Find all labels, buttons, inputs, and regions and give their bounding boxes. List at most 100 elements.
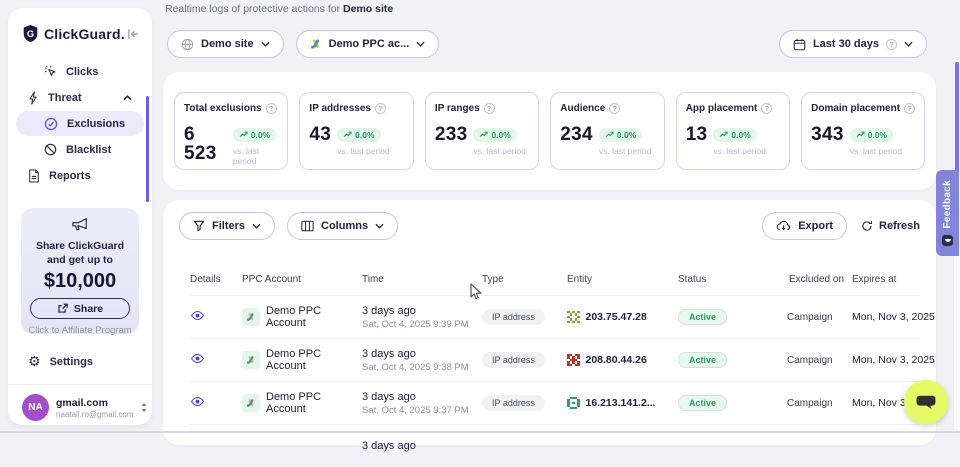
stat-card-audience: Audience? 234 0.0% vs. last period — [550, 92, 665, 170]
document-icon — [28, 168, 40, 183]
check-circle-icon — [44, 117, 58, 131]
feedback-tab[interactable]: Feedback — [936, 170, 959, 256]
table-row[interactable]: Demo PPC Account 3 days ago Sat, Oct 4, 2… — [190, 295, 935, 338]
sidebar-item-label: Blacklist — [66, 143, 112, 156]
stat-value: 343 — [811, 124, 844, 145]
trend-up-icon — [239, 131, 248, 138]
columns-button-label: Columns — [321, 220, 369, 232]
svg-text:G: G — [27, 29, 34, 39]
affiliate-promo-card[interactable]: Share ClickGuard and get up to $10,000 S… — [21, 208, 139, 336]
stat-value: 234 — [560, 124, 593, 145]
column-header-account[interactable]: PPC Account — [242, 273, 301, 285]
time-relative: 3 days ago — [362, 347, 416, 360]
stat-caption: vs. last period — [232, 146, 260, 166]
entity-value: 203.75.47.28 — [585, 311, 647, 323]
help-icon[interactable]: ? — [483, 103, 495, 114]
chevron-down-icon — [261, 41, 270, 47]
site-filter-dropdown[interactable]: Demo site — [167, 30, 284, 58]
sidebar-collapse-icon[interactable] — [127, 28, 140, 40]
sidebar-item-settings[interactable]: ⚙ Settings — [16, 350, 144, 374]
stat-delta-badge: 0.0% — [598, 127, 643, 142]
sidebar-item-label: Threat — [48, 91, 82, 104]
account-filter-dropdown[interactable]: Demo PPC ac... — [295, 30, 440, 58]
trend-up-icon — [480, 131, 488, 138]
sidebar-nav: Clicks Threat Exclusions Blacklist — [8, 59, 152, 188]
user-name: gmail.com — [56, 396, 108, 409]
chat-launcher-button[interactable] — [904, 380, 948, 424]
trend-up-icon — [856, 131, 865, 138]
sidebar-scrollbar-thumb[interactable] — [146, 96, 149, 202]
export-button[interactable]: Export — [762, 212, 848, 240]
stat-delta-badge: 0.0% — [473, 127, 517, 142]
help-icon[interactable]: ? — [761, 103, 773, 114]
google-ads-icon — [242, 351, 260, 369]
column-header-status[interactable]: Status — [678, 273, 707, 285]
stats-panel: Total exclusions? 6 523 0.0% vs. last pe… — [163, 72, 936, 190]
time-absolute: Sat, Oct 4, 2025 9:37 PM — [362, 404, 469, 416]
table-row[interactable]: Demo PPC Account 3 days ago Sat, Oct 4, 2… — [190, 381, 935, 424]
sidebar-item-clicks[interactable]: Clicks — [16, 59, 144, 84]
stat-caption: vs. last period — [713, 146, 766, 156]
stat-delta-badge: 0.0% — [232, 127, 277, 142]
feedback-tab-label: Feedback — [942, 180, 953, 229]
trend-up-icon — [605, 131, 614, 138]
help-icon[interactable]: ? — [374, 103, 386, 114]
globe-icon — [181, 38, 194, 51]
sidebar-item-threat[interactable]: Threat — [16, 85, 144, 110]
page-scrollbar-thumb[interactable] — [955, 62, 959, 253]
google-ads-icon — [242, 308, 260, 326]
sidebar-item-label: Reports — [49, 169, 91, 182]
filters-button[interactable]: Filters — [179, 212, 276, 240]
row-details-eye-icon[interactable] — [190, 353, 206, 364]
column-header-type[interactable]: Type — [482, 273, 504, 285]
entity-identicon — [567, 396, 580, 410]
table-header-row: Details PPC Account Time Type Entity Sta… — [190, 263, 920, 295]
stat-card-app-placement: App placement? 13 0.0% vs. last period — [675, 92, 791, 170]
table-row[interactable]: Demo PPC Account 3 days ago Sat, Oct 4, 2… — [190, 338, 935, 381]
column-header-entity[interactable]: Entity — [567, 273, 593, 285]
time-absolute: Sat, Oct 4, 2025 9:38 PM — [362, 361, 469, 373]
window-bottom-edge — [0, 431, 960, 433]
sidebar-item-reports[interactable]: Reports — [16, 163, 144, 188]
sidebar-item-label: Exclusions — [67, 117, 126, 130]
column-header-excluded-on[interactable]: Excluded on — [788, 273, 845, 285]
entity-identicon — [567, 353, 580, 367]
ppc-account-name: Demo PPC Account — [266, 348, 322, 372]
row-details-eye-icon[interactable] — [190, 396, 206, 407]
chevron-down-icon — [416, 41, 425, 47]
stat-caption: vs. last period — [598, 146, 652, 156]
refresh-button[interactable]: Refresh — [861, 220, 920, 232]
sidebar-item-exclusions[interactable]: Exclusions — [16, 111, 144, 136]
share-button[interactable]: Share — [30, 298, 130, 320]
feedback-smiley-icon — [942, 234, 953, 246]
stat-value: 6 523 — [184, 124, 217, 164]
stat-label: Total exclusions — [184, 103, 262, 114]
user-account-menu[interactable]: NA gmail.com naatali.ro@gmail.com — [22, 394, 147, 421]
stat-delta-badge: 0.0% — [849, 127, 894, 142]
row-details-eye-icon[interactable] — [190, 310, 206, 321]
stat-caption: vs. last period — [337, 146, 390, 156]
table-toolbar: Filters Columns Export Refresh — [163, 200, 936, 240]
time-absolute: Sat, Oct 4, 2025 9:39 PM — [362, 318, 469, 330]
stat-value: 233 — [434, 124, 468, 145]
column-header-expires-at[interactable]: Expires at — [852, 273, 897, 285]
excluded-on-value: Campaign — [787, 354, 833, 366]
help-icon[interactable]: ? — [265, 103, 277, 114]
stat-caption: vs. last period — [849, 146, 903, 156]
sidebar-item-blacklist[interactable]: Blacklist — [16, 137, 144, 162]
funnel-icon — [193, 220, 205, 232]
date-range-dropdown[interactable]: Last 30 days ? — [778, 30, 927, 58]
prohibit-icon — [44, 143, 57, 156]
type-chip: IP address — [482, 395, 545, 411]
help-icon[interactable]: ? — [904, 103, 916, 114]
subtitle-text: Realtime logs of protective actions for — [165, 3, 341, 15]
filters-button-label: Filters — [212, 220, 246, 232]
stat-card-ip-ranges: IP ranges? 233 0.0% vs. last period — [424, 92, 540, 170]
columns-button[interactable]: Columns — [287, 212, 399, 240]
help-icon[interactable]: ? — [609, 103, 621, 114]
column-header-time[interactable]: Time — [362, 273, 384, 285]
share-button-label: Share — [73, 302, 104, 315]
promo-amount: $10,000 — [43, 270, 117, 293]
sort-chevrons-icon — [140, 402, 148, 413]
column-header-details[interactable]: Details — [190, 273, 221, 285]
